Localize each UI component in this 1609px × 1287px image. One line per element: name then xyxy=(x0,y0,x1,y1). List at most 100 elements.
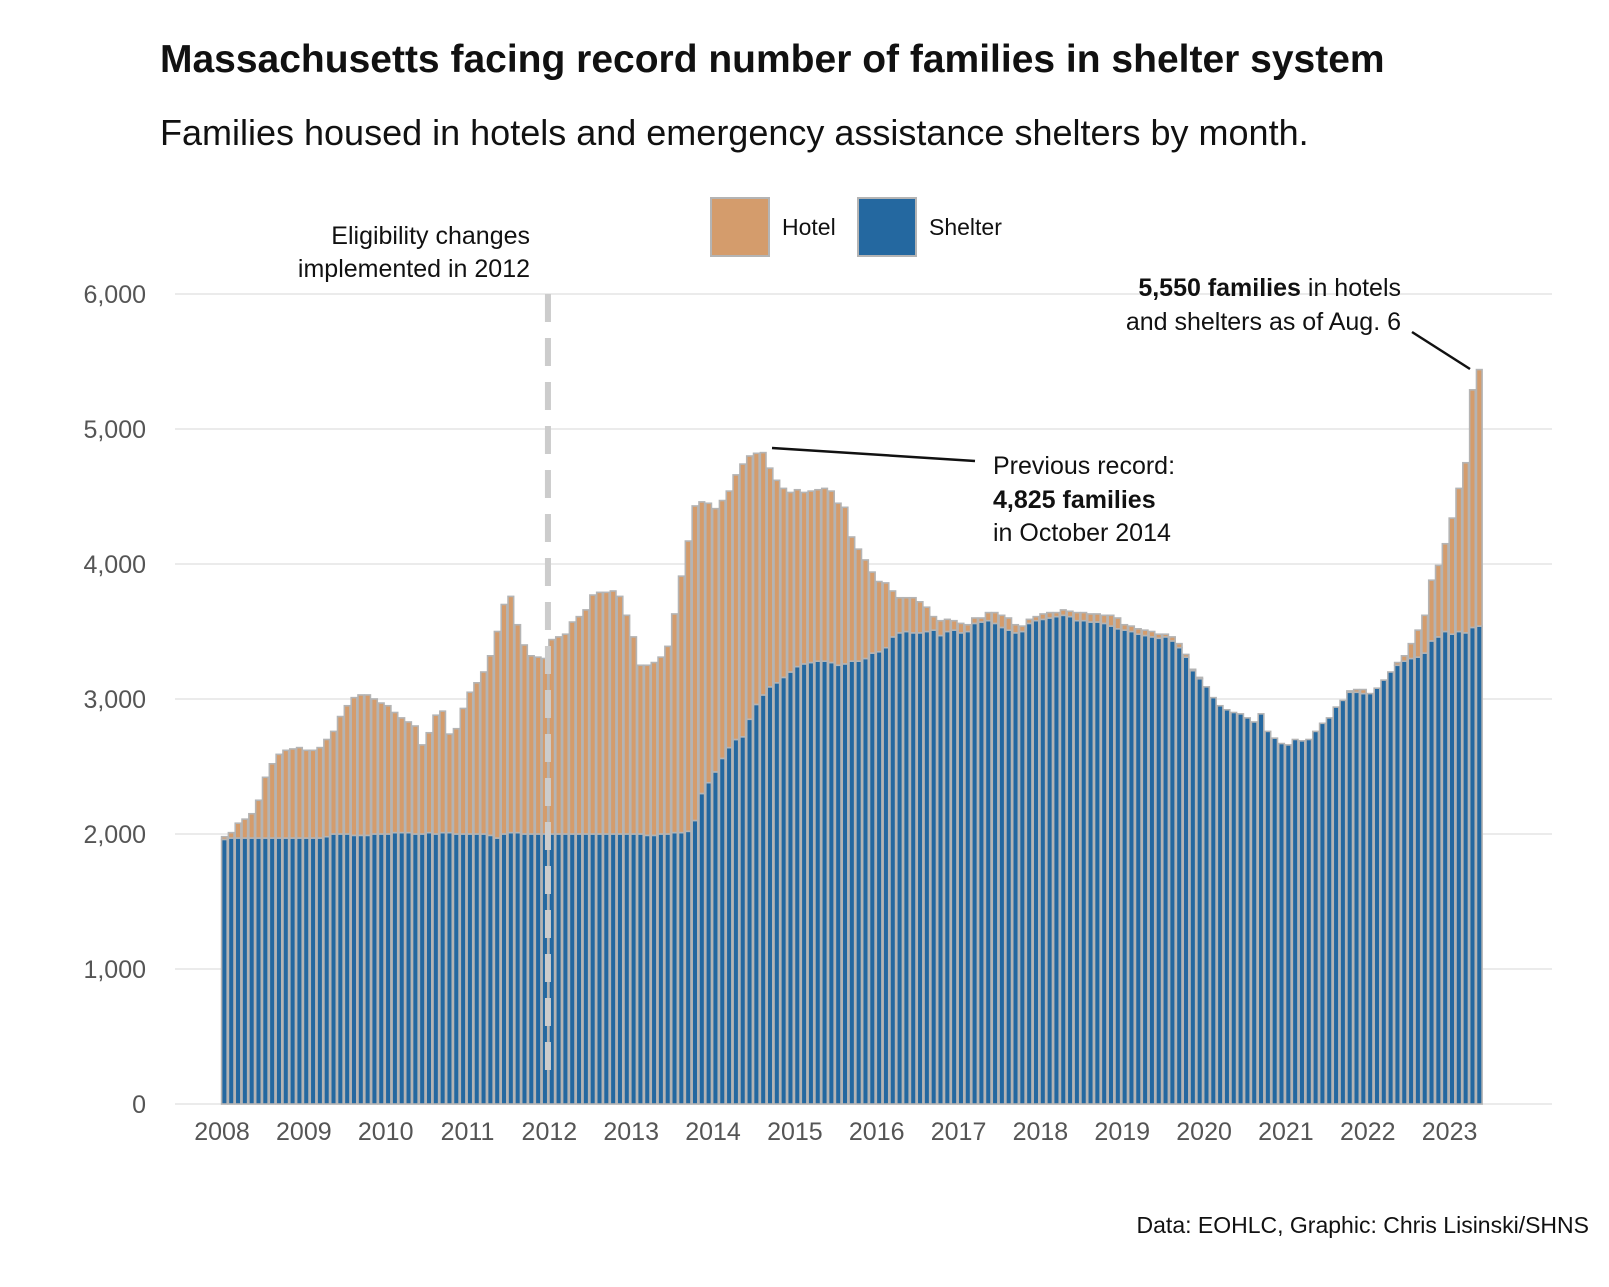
bar-shelter xyxy=(268,837,276,1105)
bar-shelter xyxy=(1148,636,1156,1105)
bar-hotel xyxy=(1161,633,1170,638)
bar-hotel xyxy=(1141,629,1149,637)
bar-hotel xyxy=(786,491,795,673)
bar-shelter xyxy=(1189,669,1197,1105)
bar-shelter xyxy=(759,694,767,1105)
bar-shelter xyxy=(895,632,904,1105)
bar-hotel xyxy=(500,603,508,835)
bar-hotel xyxy=(807,490,815,664)
bar-shelter xyxy=(1011,632,1020,1105)
bar-shelter xyxy=(1141,634,1149,1105)
bar-hotel xyxy=(793,488,801,668)
bar-hotel xyxy=(1032,615,1040,622)
bar-shelter xyxy=(582,833,590,1105)
bar-hotel xyxy=(309,749,317,839)
bar-shelter xyxy=(1059,614,1067,1105)
x-tick-label: 2021 xyxy=(1258,1118,1314,1146)
bar-hotel xyxy=(1148,630,1156,638)
bar-shelter xyxy=(732,738,740,1105)
bar-shelter xyxy=(875,650,883,1105)
bar-shelter xyxy=(636,833,645,1105)
bar-shelter xyxy=(800,663,808,1105)
bar-shelter xyxy=(882,646,890,1105)
bar-shelter xyxy=(486,834,494,1105)
bar-shelter xyxy=(1182,656,1190,1105)
bar-hotel xyxy=(936,619,945,637)
bar-shelter xyxy=(1305,738,1313,1105)
annotation-eligibility-line1: Eligibility changes xyxy=(331,222,530,250)
bar-shelter xyxy=(364,834,372,1105)
bar-shelter xyxy=(493,837,501,1105)
bar-hotel xyxy=(561,633,570,835)
x-tick-label: 2017 xyxy=(931,1118,987,1146)
bar-hotel xyxy=(248,812,256,839)
bar-shelter xyxy=(500,833,508,1105)
annotation-previous-record: Previous record: 4,825 families in Octob… xyxy=(771,446,1175,547)
bar-shelter xyxy=(575,833,583,1105)
bar-shelter xyxy=(1114,627,1122,1105)
bar-hotel xyxy=(357,694,365,837)
bar-hotel xyxy=(1468,389,1477,629)
bar-shelter xyxy=(425,831,433,1105)
y-tick-label: 4,000 xyxy=(83,551,146,579)
x-tick-label: 2023 xyxy=(1422,1118,1478,1146)
bar-shelter xyxy=(780,676,788,1105)
bar-shelter xyxy=(1223,708,1231,1105)
bar-shelter xyxy=(370,833,379,1105)
bar-hotel xyxy=(1155,633,1163,640)
bar-shelter xyxy=(1475,625,1483,1105)
y-axis-ticks: 0 1,000 2,000 3,000 4,000 5,000 6,000 xyxy=(83,281,146,1119)
bar-shelter xyxy=(432,833,440,1105)
annotation-current-record: 5,550 families in hotels and shelters as… xyxy=(1126,274,1471,371)
x-tick-label: 2020 xyxy=(1176,1118,1232,1146)
bar-hotel xyxy=(1168,636,1176,642)
bar-shelter xyxy=(1311,730,1320,1105)
bar-hotel xyxy=(984,611,992,622)
bar-hotel xyxy=(364,694,372,837)
bar-hotel xyxy=(554,636,563,835)
bar-hotel xyxy=(377,702,385,835)
bar-hotel xyxy=(343,704,351,835)
bar-hotel xyxy=(1127,625,1136,633)
bar-hotel xyxy=(479,671,488,835)
bar-hotel xyxy=(1434,564,1442,638)
x-tick-label: 2014 xyxy=(685,1118,741,1146)
bar-shelter xyxy=(282,837,290,1105)
bar-hotel xyxy=(827,490,835,664)
bar-hotel xyxy=(909,596,917,634)
bar-hotel xyxy=(1011,623,1020,634)
bar-shelter xyxy=(1052,615,1061,1105)
bar-shelter xyxy=(766,686,774,1105)
bar-shelter xyxy=(725,746,733,1105)
bar-shelter xyxy=(595,833,604,1105)
bar-hotel xyxy=(445,733,454,834)
bar-shelter xyxy=(936,634,945,1105)
legend-label-shelter: Shelter xyxy=(929,214,1002,240)
bar-shelter xyxy=(1243,717,1252,1105)
bar-shelter xyxy=(1005,629,1013,1105)
bar-hotel xyxy=(882,582,890,649)
bar-hotel xyxy=(841,506,849,665)
bar-shelter xyxy=(957,632,965,1105)
bar-shelter xyxy=(377,833,385,1105)
x-tick-label: 2013 xyxy=(603,1118,659,1146)
bar-shelter xyxy=(398,831,406,1105)
bar-shelter xyxy=(868,652,876,1105)
bar-hotel xyxy=(848,536,856,662)
bar-shelter xyxy=(684,830,692,1105)
bar-shelter xyxy=(861,657,870,1105)
x-tick-label: 2015 xyxy=(767,1118,823,1146)
legend-swatch-hotel xyxy=(710,197,770,257)
bar-hotel xyxy=(1352,688,1361,694)
bar-hotel xyxy=(1086,613,1095,623)
bar-hotel xyxy=(452,727,460,835)
bar-shelter xyxy=(1387,671,1395,1105)
bar-hotel xyxy=(595,591,604,835)
bar-shelter xyxy=(1264,730,1272,1105)
bar-hotel xyxy=(1046,611,1054,619)
bar-shelter xyxy=(384,833,392,1105)
bar-shelter xyxy=(711,771,720,1105)
x-tick-label: 2022 xyxy=(1340,1118,1396,1146)
bar-hotel xyxy=(643,664,651,837)
bar-hotel xyxy=(275,753,283,839)
